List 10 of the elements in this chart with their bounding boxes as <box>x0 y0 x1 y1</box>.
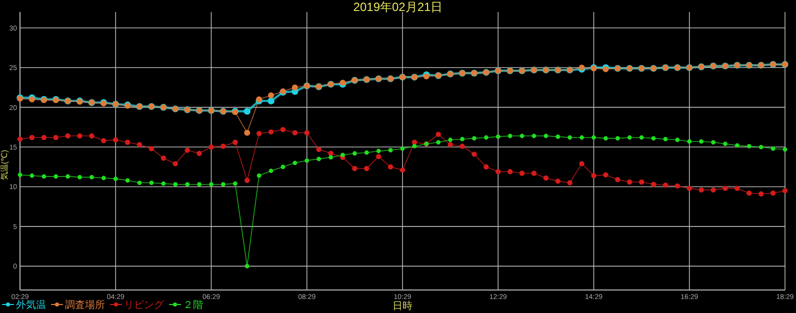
legend-調査場所: 調査場所 <box>50 300 105 311</box>
legend-label: 外気温 <box>16 299 46 311</box>
legend-label: リビング <box>124 300 165 311</box>
chart-title: 2019年02月21日 <box>353 0 443 14</box>
legend-label: ２階 <box>183 299 203 311</box>
legend-リビング: リビング <box>110 300 164 311</box>
x-axis-title: 日時 <box>392 300 412 312</box>
y-axis-title: 気温(℃) <box>0 150 9 180</box>
legend-label: 調査場所 <box>65 299 105 311</box>
legend-外気温: 外気温 <box>2 300 46 311</box>
